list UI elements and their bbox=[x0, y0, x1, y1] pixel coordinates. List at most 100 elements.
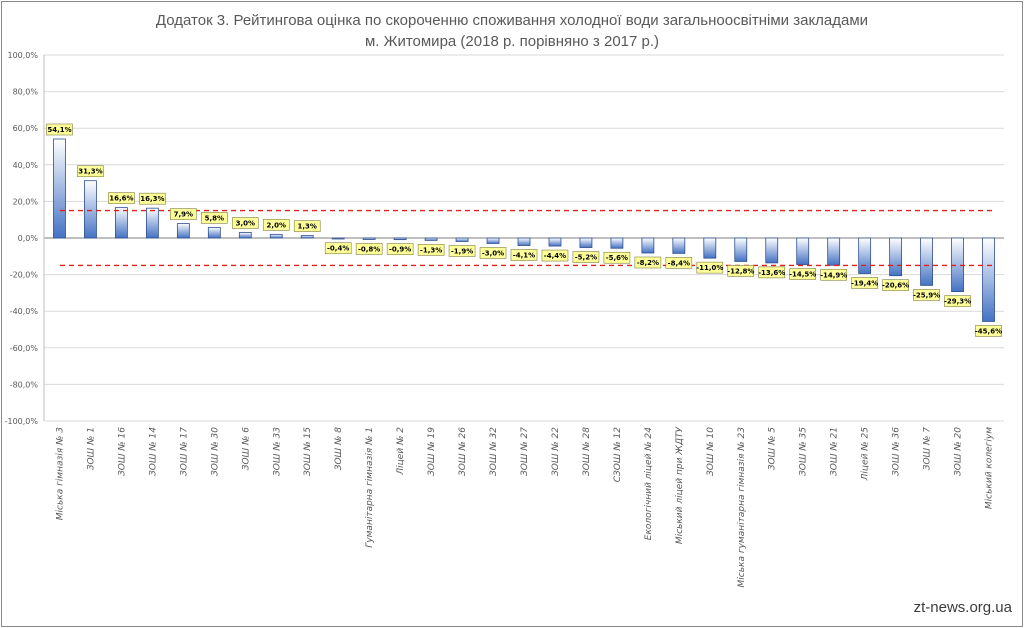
data-label-box bbox=[541, 249, 569, 262]
bar bbox=[982, 237, 995, 322]
y-tick-label: 60,0% bbox=[13, 124, 39, 133]
bar bbox=[734, 237, 748, 262]
x-tick-label: Міський ліцей при ЖДТУ bbox=[675, 426, 685, 544]
x-tick-label: Міський колегіум bbox=[985, 427, 995, 509]
x-tick-label: ЗОШ № 6 bbox=[241, 427, 251, 471]
bar bbox=[300, 235, 314, 239]
data-label-box bbox=[386, 243, 414, 255]
data-label-box bbox=[479, 247, 507, 259]
bar bbox=[641, 237, 655, 254]
data-label-box bbox=[727, 265, 755, 277]
data-label-box bbox=[634, 256, 662, 269]
chart-title: Додаток 3. Рейтингова оцінка по скорочен… bbox=[0, 10, 1024, 52]
data-label: 54,1% bbox=[47, 126, 71, 134]
data-label-box bbox=[262, 219, 290, 231]
x-tick-label: ЗОШ № 28 bbox=[582, 427, 592, 476]
bar bbox=[672, 237, 686, 254]
data-label-box bbox=[696, 261, 724, 274]
bar bbox=[796, 237, 810, 265]
data-label: 2,0% bbox=[267, 221, 286, 229]
data-label: 31,3% bbox=[78, 168, 102, 176]
bar bbox=[53, 138, 66, 239]
data-label-box bbox=[293, 220, 321, 232]
bar bbox=[858, 237, 872, 274]
data-label-box bbox=[46, 123, 73, 136]
data-label: 3,0% bbox=[236, 220, 255, 228]
data-label: 1,3% bbox=[298, 223, 317, 231]
data-label-box bbox=[355, 243, 383, 255]
x-tick-label: ЗОШ № 17 bbox=[179, 427, 189, 476]
bar bbox=[455, 237, 469, 242]
bar bbox=[703, 237, 717, 259]
y-tick-label: 40,0% bbox=[13, 161, 39, 170]
data-label: -12,8% bbox=[727, 267, 754, 275]
data-label: -11,0% bbox=[696, 264, 723, 272]
data-label: -4,1% bbox=[513, 252, 535, 260]
x-tick-label: ЗОШ № 14 bbox=[148, 427, 158, 476]
x-tick-label: ЗОШ № 16 bbox=[117, 427, 127, 476]
data-label-box bbox=[820, 268, 847, 281]
y-tick-label: -20,0% bbox=[10, 271, 39, 280]
y-tick-label: 80,0% bbox=[13, 88, 39, 97]
x-tick-label: ЗОШ № 36 bbox=[892, 427, 902, 476]
data-label-box bbox=[851, 277, 878, 289]
data-label: -5,2% bbox=[575, 254, 597, 262]
data-label: -0,4% bbox=[327, 245, 349, 253]
y-tick-label: 100,0% bbox=[7, 51, 38, 60]
data-label-box bbox=[170, 208, 197, 220]
data-label: -4,4% bbox=[544, 252, 566, 260]
bar bbox=[517, 237, 531, 246]
bar bbox=[331, 237, 345, 240]
data-label: -29,3% bbox=[944, 298, 971, 306]
data-label-box bbox=[572, 251, 600, 263]
data-label: -8,2% bbox=[637, 259, 659, 267]
x-tick-label: СЗОШ № 12 bbox=[613, 427, 623, 483]
x-tick-label: ЗОШ № 15 bbox=[303, 427, 313, 476]
x-tick-label: Ліцей № 25 bbox=[861, 427, 871, 482]
data-label: -14,5% bbox=[789, 271, 816, 279]
data-label: -19,4% bbox=[851, 280, 878, 288]
watermark: zt-news.org.ua bbox=[913, 599, 1012, 616]
bar bbox=[145, 207, 159, 239]
x-tick-label: ЗОШ № 33 bbox=[272, 427, 282, 476]
data-label: -0,8% bbox=[358, 245, 380, 253]
bar bbox=[486, 237, 500, 244]
x-tick-label: ЗОШ № 10 bbox=[706, 427, 716, 476]
data-label-box bbox=[448, 245, 476, 257]
data-label-box bbox=[201, 212, 228, 224]
bar bbox=[548, 237, 562, 247]
x-tick-label: Екологічний ліцей № 24 bbox=[644, 427, 654, 540]
bar bbox=[424, 237, 438, 241]
data-label: -13,6% bbox=[758, 269, 785, 277]
data-label-box bbox=[665, 257, 693, 269]
data-label-box bbox=[913, 289, 940, 301]
data-label: 16,3% bbox=[140, 195, 164, 203]
bar bbox=[362, 237, 376, 240]
data-label: -14,9% bbox=[820, 271, 847, 279]
bar bbox=[238, 232, 252, 239]
data-label: -0,9% bbox=[389, 246, 411, 254]
x-tick-label: ЗОШ № 22 bbox=[551, 427, 561, 476]
data-label: -1,3% bbox=[420, 246, 442, 254]
x-tick-label: ЗОШ № 27 bbox=[520, 427, 530, 476]
data-label: -1,9% bbox=[451, 247, 473, 255]
bar bbox=[84, 180, 97, 239]
y-tick-label: -60,0% bbox=[10, 344, 39, 353]
x-tick-label: ЗОШ № 7 bbox=[923, 427, 933, 471]
data-label: 7,9% bbox=[174, 211, 193, 219]
data-label-box bbox=[510, 249, 538, 261]
y-tick-label: -100,0% bbox=[5, 417, 39, 426]
data-label: -8,4% bbox=[668, 259, 690, 267]
x-tick-label: ЗОШ № 5 bbox=[768, 427, 778, 471]
x-tick-label: ЗОШ № 20 bbox=[954, 427, 964, 476]
bar bbox=[579, 237, 593, 248]
x-tick-label: ЗОШ № 8 bbox=[334, 427, 344, 471]
x-tick-label: ЗОШ № 21 bbox=[830, 427, 840, 476]
bar bbox=[889, 237, 903, 277]
y-tick-label: 20,0% bbox=[13, 197, 39, 206]
x-tick-label: ЗОШ № 35 bbox=[799, 427, 809, 476]
data-label-box bbox=[139, 192, 166, 205]
data-label: -25,9% bbox=[913, 291, 940, 299]
chart-title-line1: Додаток 3. Рейтингова оцінка по скорочен… bbox=[155, 12, 869, 29]
